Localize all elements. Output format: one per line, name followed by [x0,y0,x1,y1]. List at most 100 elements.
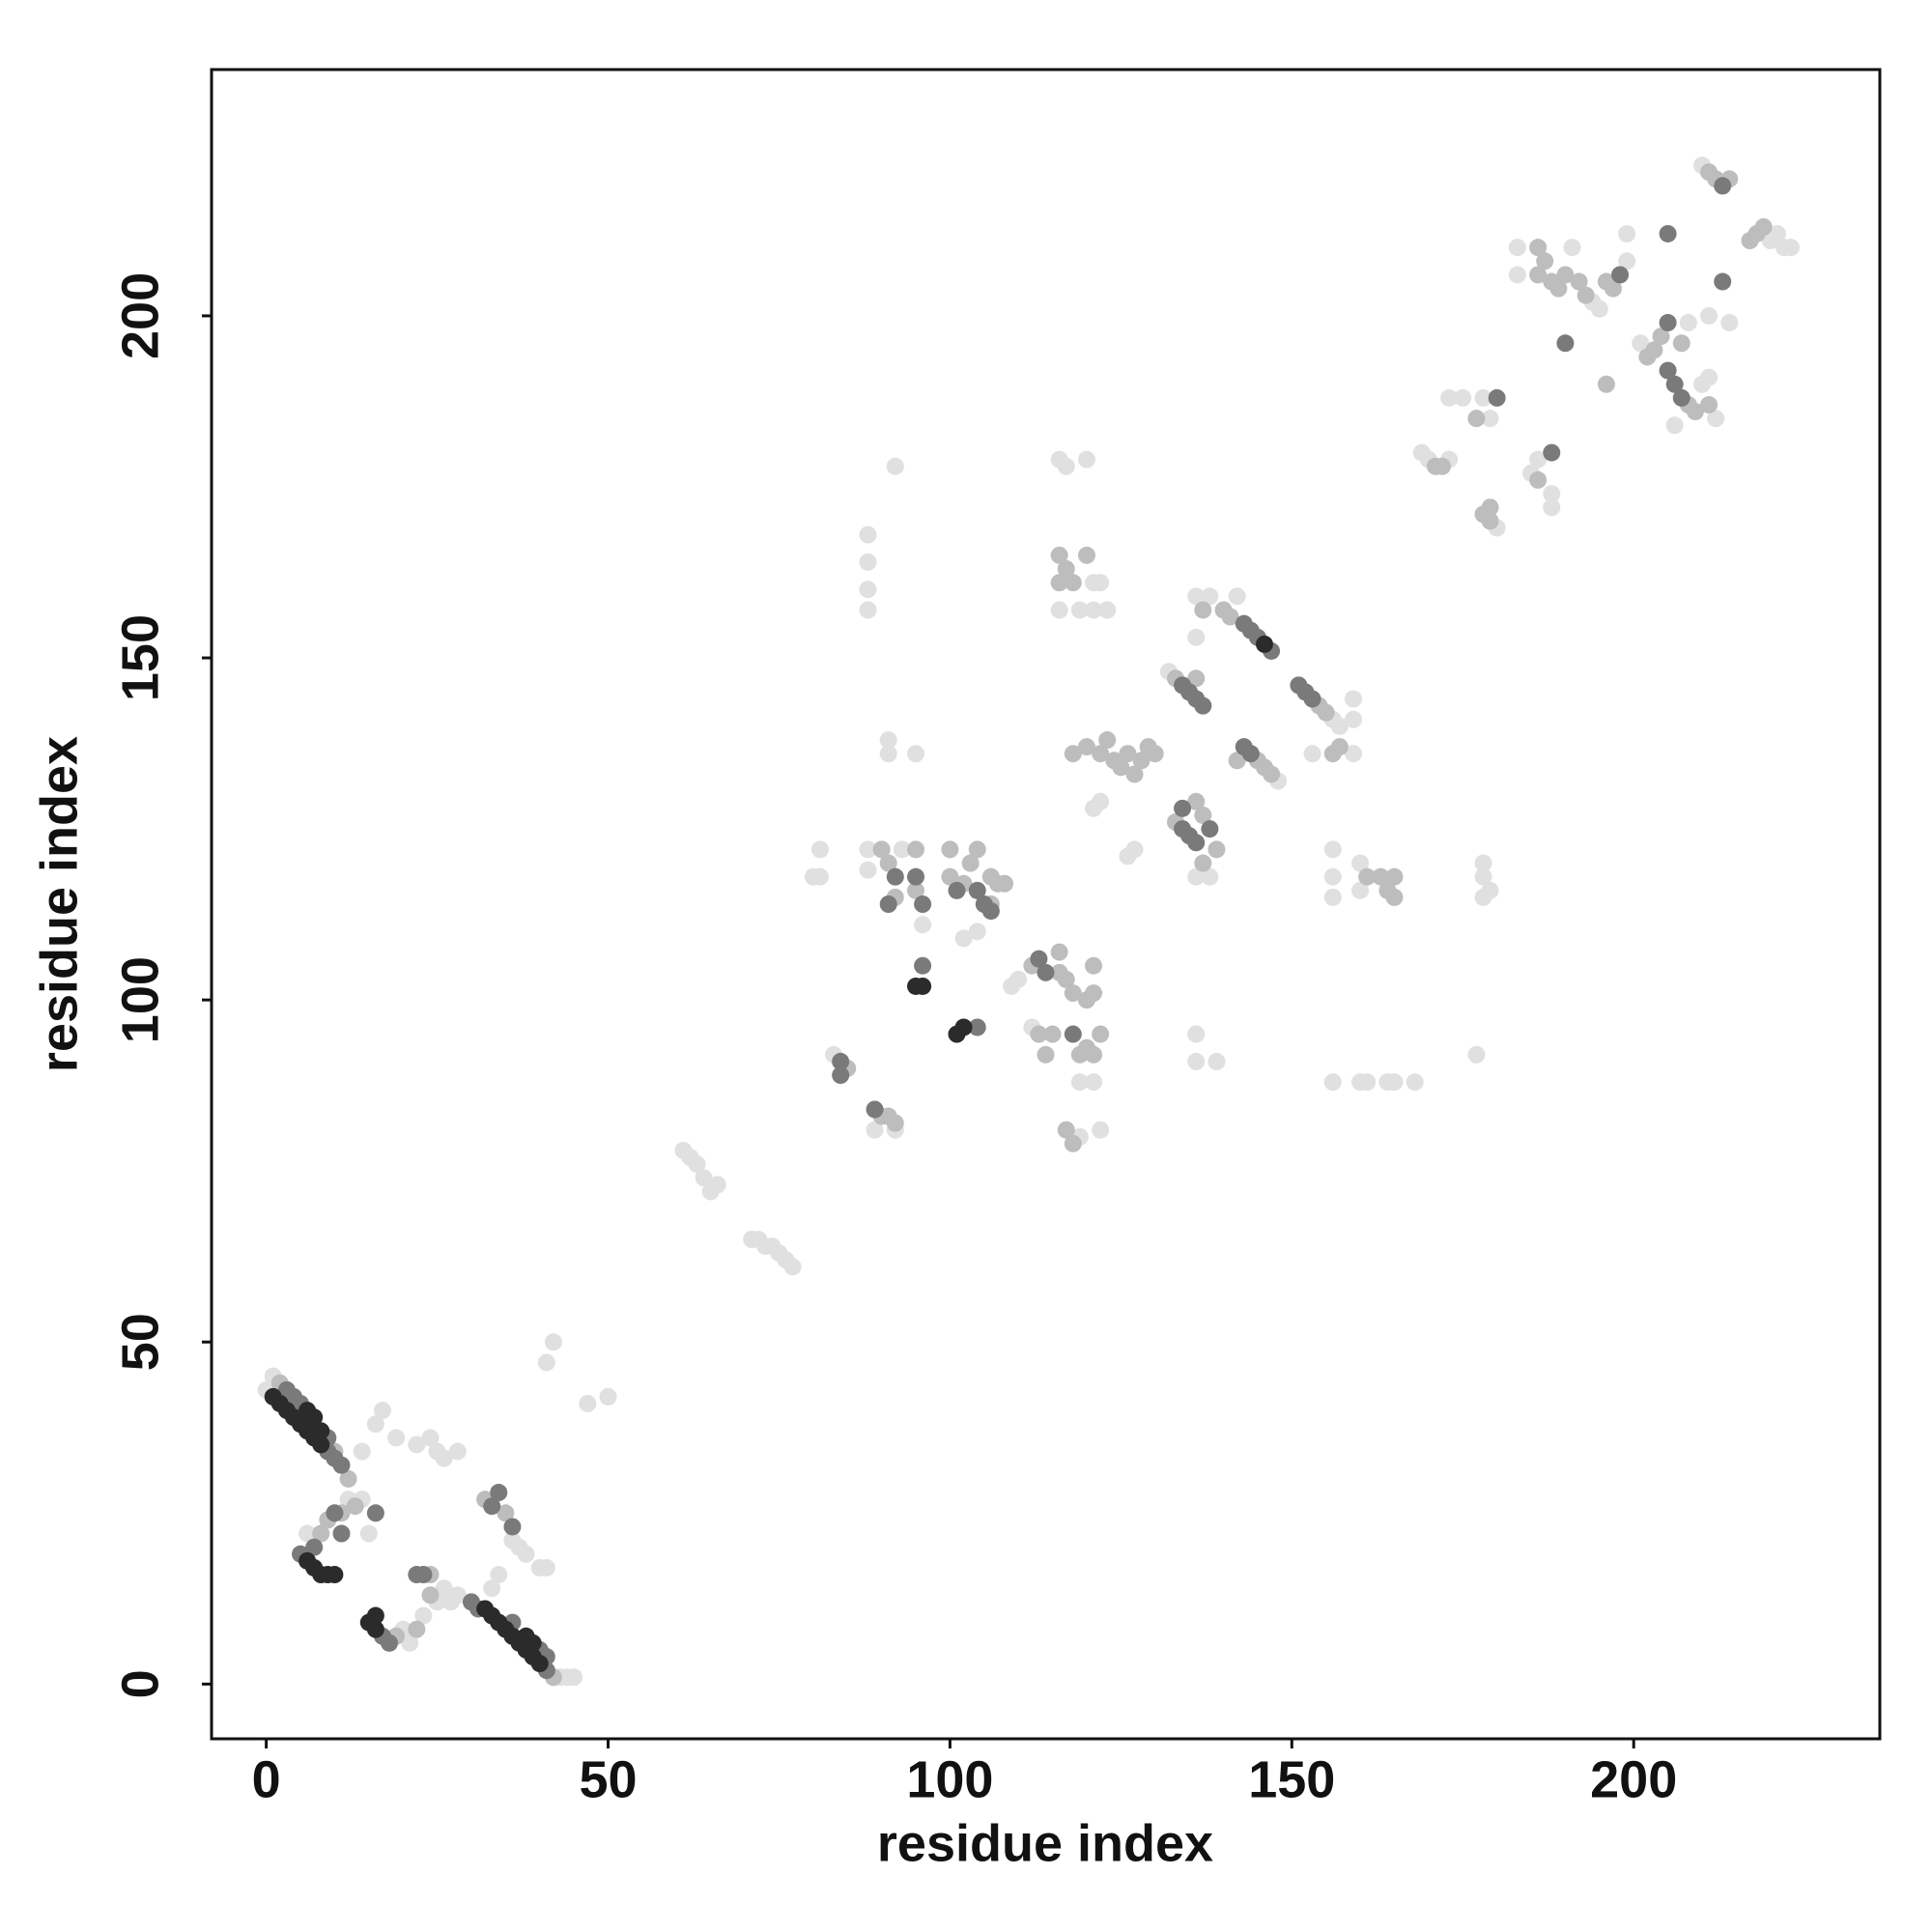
contact-point [1714,177,1732,195]
y-tick-label: 100 [111,956,169,1043]
contact-point [907,867,925,886]
contact-point [1536,252,1554,270]
contact-point [1009,970,1028,988]
contact-point [1358,867,1377,886]
contact-point [832,1052,850,1070]
contact-point [1228,752,1246,770]
contact-point [1529,266,1548,284]
contact-point [1255,635,1273,653]
contact-point [1323,867,1342,886]
contact-point [1570,272,1588,291]
contact-point [954,1018,973,1037]
contact-point [1714,272,1732,291]
contact-point [981,902,1000,921]
contact-point [1385,888,1404,906]
contact-point [914,956,932,975]
contact-point [695,1169,713,1187]
contact-point [1768,224,1786,242]
contact-point [1187,1052,1206,1070]
contact-point [1194,806,1212,824]
contact-point [1686,403,1704,421]
contact-point [1700,396,1719,414]
contact-point [1652,327,1670,346]
contact-point [497,1504,515,1522]
contact-point [332,1524,351,1543]
contact-point [381,1634,399,1652]
contact-point [1208,840,1226,859]
contact-point [1077,546,1095,564]
contact-point [1085,984,1103,1003]
contact-point [1030,950,1048,968]
contact-point [1092,792,1110,810]
contact-point [359,1524,378,1543]
contact-point [1119,745,1137,763]
contact-point [1221,608,1239,626]
contact-point [346,1497,364,1516]
contact-point [1050,574,1068,592]
contact-point [1665,416,1684,435]
contact-point [941,840,959,859]
contact-point [907,840,925,859]
contact-point [1700,368,1719,386]
contact-point [490,1484,508,1502]
contact-point [1317,703,1335,722]
contact-point [332,1456,351,1474]
contact-point [968,840,986,859]
contact-point [401,1634,419,1652]
contact-point [1228,587,1246,606]
contact-point [1303,745,1321,763]
contact-point [414,1566,433,1584]
contact-point [1543,485,1561,503]
contact-point [1085,956,1103,975]
contact-point [879,731,897,750]
contact-point [1064,574,1082,592]
contact-point [1406,1073,1424,1092]
contact-point [1132,752,1151,770]
contact-point [893,840,911,859]
contact-point [326,1504,344,1522]
contact-point [1187,867,1206,886]
contact-point [1077,738,1095,756]
contact-point [1645,341,1663,359]
contact-point [1590,299,1608,318]
y-tick-label: 50 [111,1313,169,1371]
contact-point [435,1579,453,1598]
contact-point [1194,601,1212,619]
contact-point [1070,1073,1089,1092]
contact-point [954,929,973,948]
contact-point [312,1435,330,1454]
contact-point [579,1394,597,1412]
contact-point [339,1469,357,1488]
contact-point [1098,731,1117,750]
contact-point [996,874,1014,893]
contact-point [907,745,925,763]
contact-point [1529,450,1548,469]
contact-point [1454,388,1472,407]
contact-point [1194,854,1212,872]
contact-point [1754,217,1773,236]
contact-point [1201,587,1219,606]
contact-point [1187,834,1206,852]
contact-point [1659,314,1677,332]
contact-point [1092,745,1110,763]
contact-point [810,840,829,859]
contact-point [1037,963,1055,981]
contact-point [1125,840,1144,859]
contact-point [1077,450,1095,469]
contact-point [1146,745,1164,763]
contact-point [1323,1073,1342,1092]
contact-point [1064,984,1082,1003]
contact-point [387,1429,406,1447]
contact-point [1556,334,1575,353]
contact-point [1057,559,1075,578]
contact-point [1467,1045,1486,1064]
contact-point [1385,867,1404,886]
contact-point [1241,745,1260,763]
contact-point [879,745,897,763]
contact-point [1208,1052,1226,1070]
contact-point [810,867,829,886]
contact-point [1434,457,1452,475]
contact-point [1098,601,1117,619]
contact-point [524,1634,542,1652]
